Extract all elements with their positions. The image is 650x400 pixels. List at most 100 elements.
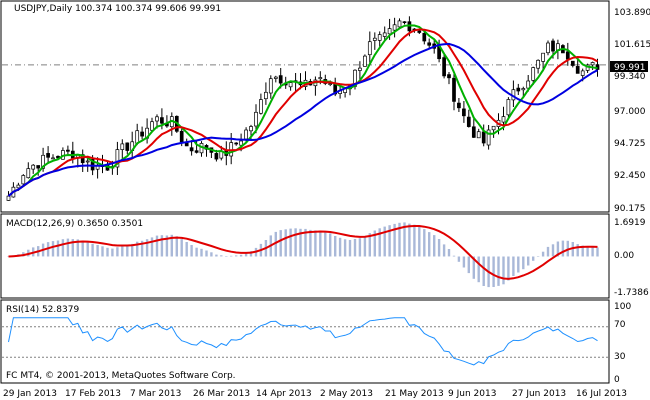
candle-body	[392, 24, 397, 31]
date-label-8: 9 Jun 2013	[448, 389, 496, 399]
macd-bar	[91, 243, 94, 257]
macd-bar	[215, 254, 218, 257]
price-tick-7: 90.175	[614, 204, 646, 214]
ma-mid-line	[7, 28, 598, 197]
candle-body	[447, 74, 451, 79]
macd-bar	[343, 239, 347, 257]
candle-body	[546, 42, 550, 54]
macd-bar	[413, 224, 416, 257]
macd-bar	[294, 228, 297, 257]
symbol-header: USDJPY,Daily 100.374 100.374 99.606 99.9…	[14, 4, 221, 14]
candle-body	[36, 165, 41, 169]
macd-bar	[200, 248, 203, 257]
candle-body	[491, 125, 496, 131]
macd-bar	[81, 240, 84, 257]
candle-body	[481, 131, 486, 144]
macd-bar	[403, 222, 406, 257]
candle-body	[254, 111, 258, 127]
macd-bar	[492, 256, 495, 287]
candle-body	[466, 116, 471, 127]
candle-body	[328, 83, 333, 85]
candle-body	[155, 116, 159, 122]
candle-body	[21, 175, 26, 185]
candle-body	[580, 70, 585, 76]
macd-bar	[145, 239, 149, 257]
macd-bar	[284, 229, 287, 257]
macd-bar	[497, 256, 500, 286]
macd-tick-zero: 0.00	[614, 251, 634, 261]
macd-bar	[319, 230, 322, 257]
macd-bar	[274, 231, 277, 257]
rsi-panel[interactable]	[0, 299, 610, 384]
macd-bar	[482, 256, 485, 286]
macd-bar	[551, 244, 555, 257]
candle-body	[273, 76, 278, 79]
macd-bar	[244, 252, 248, 257]
macd-bar	[230, 255, 233, 257]
macd-bar	[309, 229, 312, 257]
candle-body	[140, 131, 144, 137]
macd-bar	[111, 248, 114, 257]
macd-bar	[76, 239, 79, 257]
macd-bar	[437, 239, 441, 257]
macd-bar	[428, 232, 431, 257]
candle-body	[31, 164, 36, 170]
macd-bar	[56, 240, 60, 257]
macd-bar	[185, 242, 188, 257]
macd-bar	[388, 225, 391, 257]
macd-bar	[457, 256, 461, 262]
candle-body	[372, 37, 377, 41]
candle-body	[259, 99, 263, 114]
macd-bar	[106, 247, 109, 257]
macd-bar	[7, 256, 10, 257]
macd-bar	[358, 238, 362, 257]
candle-body	[476, 131, 481, 139]
candle-body	[125, 142, 130, 151]
candle-body	[363, 55, 367, 67]
candle-body	[387, 28, 392, 35]
macd-header: MACD(12,26,9) 0.3650 0.3501	[6, 219, 143, 229]
macd-bar	[289, 228, 292, 257]
macd-bar	[383, 226, 386, 257]
macd-bar	[279, 230, 282, 257]
rsi-line	[8, 317, 598, 366]
candle-body	[26, 168, 31, 179]
date-label-3: 7 Mar 2013	[130, 389, 181, 399]
macd-tick-bottom: -1.7386	[614, 288, 649, 298]
candle-body	[318, 77, 323, 80]
price-panel[interactable]	[0, 0, 610, 213]
candle-body	[382, 32, 387, 37]
ma-fast-line	[7, 24, 598, 197]
macd-bar	[210, 252, 213, 257]
macd-bar	[408, 223, 411, 257]
macd-bar	[353, 239, 357, 257]
macd-bar	[126, 245, 129, 257]
candle-body	[239, 140, 243, 146]
macd-bar	[368, 233, 371, 257]
current-price-box	[610, 61, 648, 72]
candle-body	[427, 42, 432, 46]
candle-body	[16, 184, 21, 189]
date-label-6: 2 May 2013	[320, 389, 373, 399]
macd-bar	[596, 247, 599, 257]
candle-body	[179, 130, 184, 143]
macd-bar	[512, 256, 515, 276]
macd-bar	[96, 245, 99, 257]
macd-bar	[136, 241, 139, 257]
price-tick-3: 99.340	[614, 72, 646, 82]
macd-bar	[467, 256, 470, 274]
rsi-tick-0: 0	[614, 375, 620, 385]
macd-bar	[477, 256, 480, 283]
macd-bar	[546, 246, 550, 257]
candle-body	[135, 130, 140, 144]
macd-bar	[160, 235, 164, 257]
macd-bar	[329, 233, 332, 257]
candle-body	[189, 147, 194, 152]
macd-bar	[165, 235, 169, 257]
macd-bar	[314, 230, 317, 257]
candle-body	[590, 62, 595, 66]
candle-body	[85, 160, 90, 163]
date-label-2: 17 Feb 2013	[65, 389, 121, 399]
macd-bar	[472, 256, 475, 279]
